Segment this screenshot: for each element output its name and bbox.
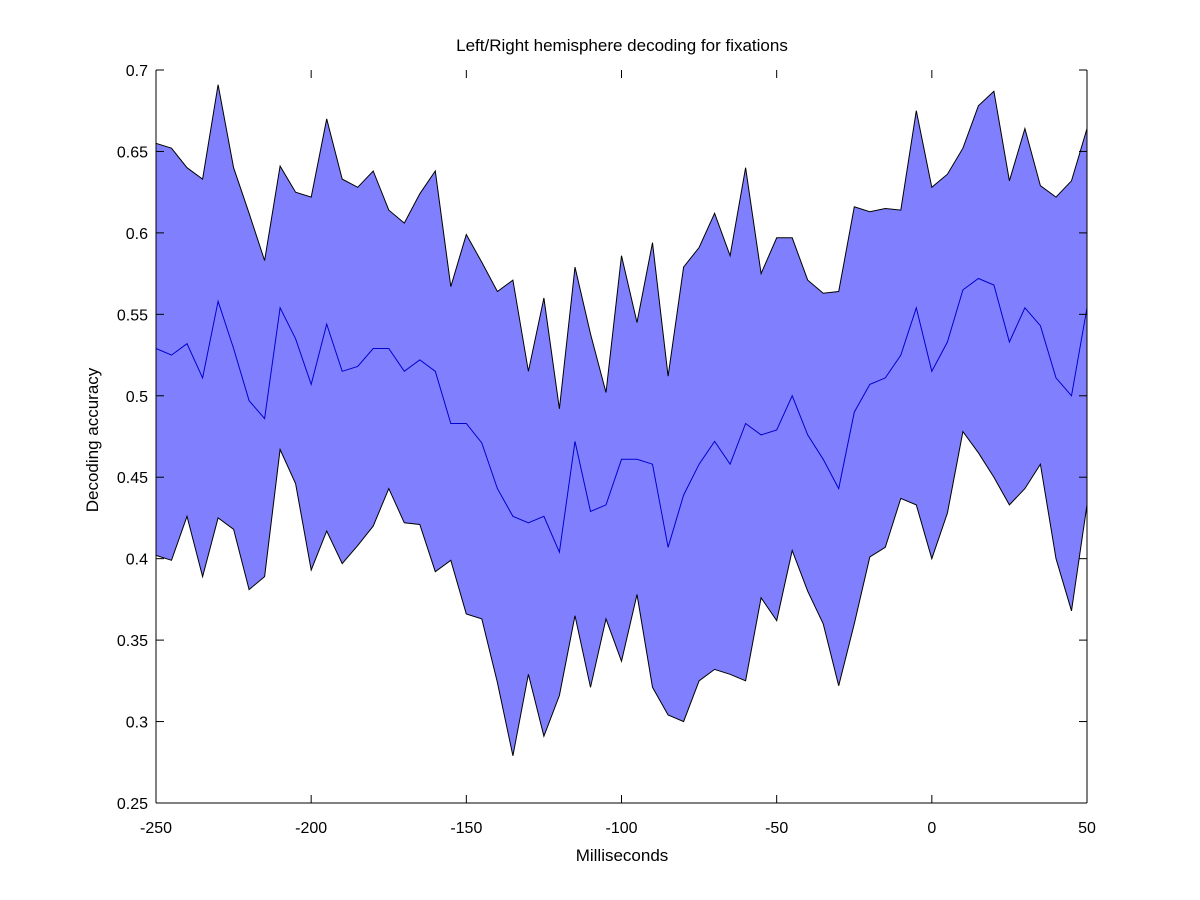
y-tick-label: 0.25	[117, 796, 148, 813]
x-tick-label: -250	[140, 820, 172, 837]
y-tick-label: 0.65	[117, 144, 148, 161]
chart-title: Left/Right hemisphere decoding for fixat…	[456, 36, 788, 55]
x-tick-label: 0	[927, 820, 936, 837]
mean-line	[155, 277, 1088, 555]
y-tick-label: 0.6	[126, 226, 148, 243]
y-tick-label: 0.4	[126, 552, 148, 569]
y-tick-label: 0.5	[126, 389, 148, 406]
confidence-band	[156, 84, 1087, 756]
axes: -250 -200 -150 -100 -50 0 50 0.25 0.3 0.35 0.4 0.45…	[117, 63, 1096, 837]
plot-area	[155, 84, 1088, 756]
x-tick-label: -200	[295, 820, 327, 837]
upper-bound-line	[155, 84, 1088, 409]
x-tick-label: -150	[450, 820, 482, 837]
x-tick-label: -100	[605, 820, 637, 837]
y-tick-label: 0.45	[117, 470, 148, 487]
x-tick-label: -50	[765, 820, 788, 837]
y-tick-label: 0.3	[126, 715, 148, 732]
x-axis-label: Milliseconds	[576, 846, 669, 865]
y-tick-label: 0.7	[126, 63, 148, 80]
y-axis-label: Decoding accuracy	[83, 367, 102, 512]
y-tick-label: 0.35	[117, 633, 148, 650]
y-tick-label: 0.55	[117, 307, 148, 324]
x-tick-label: 50	[1078, 820, 1096, 837]
lower-bound-line	[155, 430, 1088, 756]
